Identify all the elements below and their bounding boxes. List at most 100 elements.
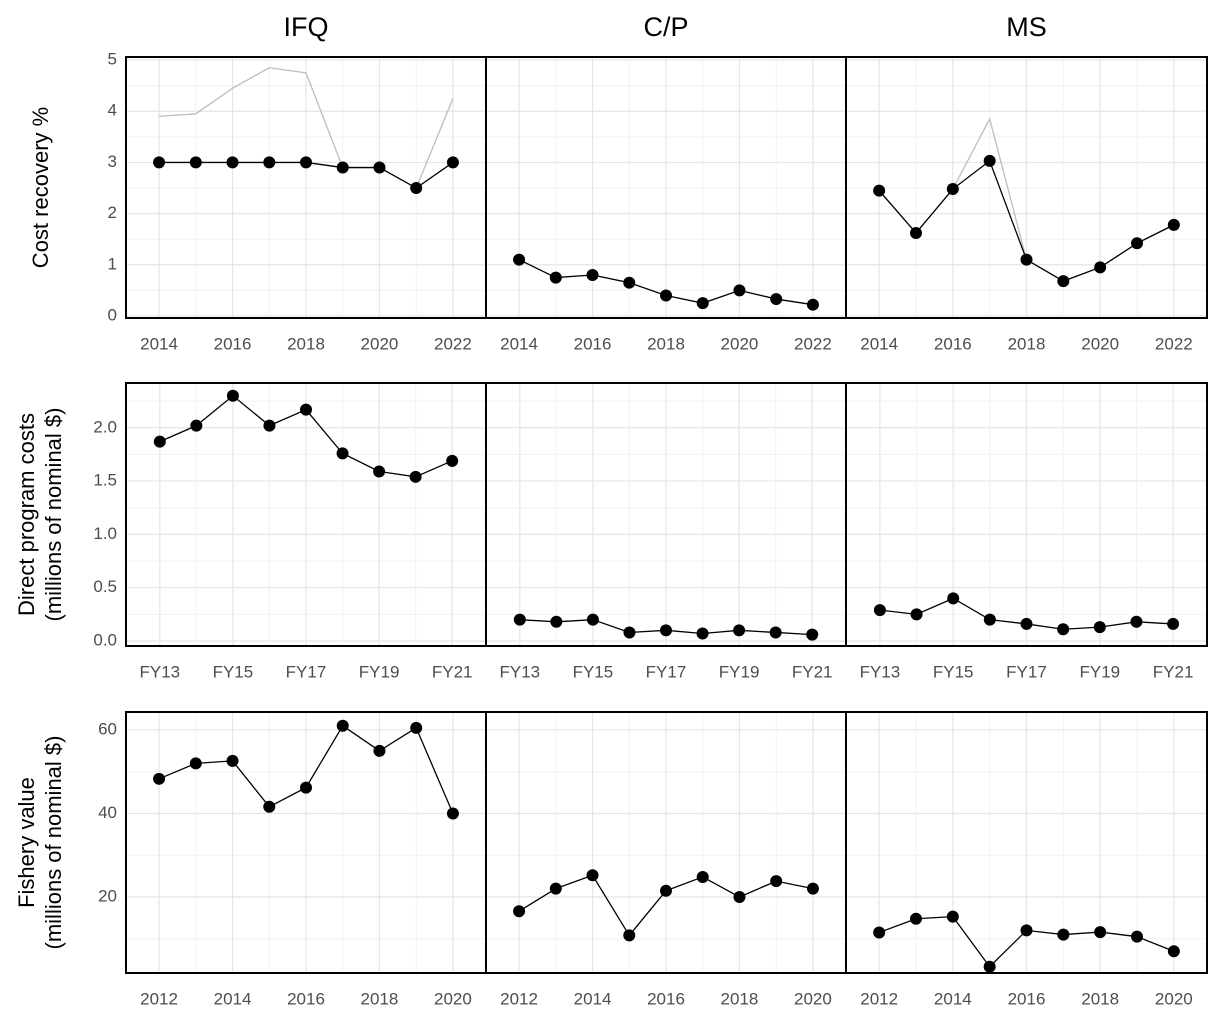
data-point [733,890,746,903]
data-point [336,447,349,460]
data-point [733,624,746,637]
data-point [983,154,996,167]
data-point [300,781,312,794]
x-tick-label: FY19 [719,662,760,681]
data-point [226,156,239,169]
data-point [409,470,422,483]
x-tick-label: 2020 [361,334,399,353]
data-point [190,419,203,432]
data-point [873,184,886,197]
x-tick-label: 2022 [794,334,832,353]
x-tick-label: 2020 [794,989,832,1008]
data-point [910,608,923,621]
x-tick-label: 2014 [500,334,538,353]
data-point [660,884,672,897]
data-point [549,271,562,284]
data-point [806,882,819,895]
data-point [623,276,636,289]
data-point [1131,237,1144,250]
panel-border [845,56,1208,319]
panel-border [845,382,1208,647]
data-point [1094,926,1107,939]
data-point [696,627,709,640]
data-point [1130,615,1143,628]
x-tick-label: 2022 [1155,334,1193,353]
data-point [153,156,166,169]
data-point [947,592,960,605]
data-point [336,161,349,174]
panel-title: MS [1006,12,1047,42]
x-tick-label: 2014 [214,989,252,1008]
data-point [1057,275,1070,288]
data-point [153,772,166,785]
x-tick-label: 2016 [934,334,972,353]
x-tick-label: FY13 [139,662,180,681]
x-tick-label: 2018 [721,989,759,1008]
data-point [300,156,312,169]
data-point [586,613,599,626]
data-point [983,613,996,626]
x-tick-label: 2012 [500,989,538,1008]
data-point [806,628,819,641]
x-tick-label: FY21 [432,662,473,681]
data-point [623,626,636,639]
x-tick-label: FY13 [499,662,540,681]
data-point [1057,928,1070,941]
data-point [513,613,526,626]
data-point [696,297,709,310]
panel-border [845,711,1208,974]
data-point [873,926,886,939]
data-point [1020,253,1033,266]
data-point [983,960,996,973]
x-tick-label: 2012 [860,989,898,1008]
y-tick-label: 3 [108,152,117,171]
data-point [1167,945,1180,958]
data-point [770,875,783,888]
data-point [806,298,819,311]
x-tick-label: FY13 [860,662,901,681]
y-tick-label: 0.5 [93,577,117,596]
data-point [263,800,276,813]
x-tick-label: FY19 [1079,662,1120,681]
data-point [1167,218,1180,231]
data-point [733,284,746,297]
data-point [1094,261,1107,274]
data-point [513,253,526,266]
data-point [770,293,783,306]
data-point [623,929,636,942]
y-tick-label: 20 [98,886,117,905]
x-tick-label: FY15 [933,662,974,681]
data-point [153,435,166,448]
data-point [300,403,312,416]
y-tick-label: 40 [98,803,117,822]
data-point [946,183,959,196]
x-tick-label: 2014 [860,334,898,353]
data-point [660,289,672,302]
x-tick-label: 2016 [647,989,685,1008]
data-point [549,882,562,895]
data-point [226,754,239,767]
data-point [946,910,959,923]
x-tick-label: 2018 [361,989,399,1008]
y-tick-label: 1 [108,254,117,273]
data-point [1020,924,1033,937]
y-axis-label: (millions of nominal $) [41,736,66,950]
data-point [769,626,782,639]
data-point [873,604,886,617]
y-tick-label: 1.0 [93,524,117,543]
x-tick-label: 2016 [1008,989,1046,1008]
y-tick-label: 5 [108,50,117,69]
x-tick-label: FY15 [573,662,614,681]
data-point [189,156,202,169]
x-tick-label: 2020 [721,334,759,353]
x-tick-label: FY21 [792,662,833,681]
data-point [909,912,922,925]
data-point [909,227,922,240]
data-point [336,719,349,732]
data-point [446,454,459,467]
data-point [1093,621,1106,634]
data-point [1020,617,1033,630]
x-tick-label: 2012 [140,989,178,1008]
y-axis-label: Direct program costs [14,413,39,616]
